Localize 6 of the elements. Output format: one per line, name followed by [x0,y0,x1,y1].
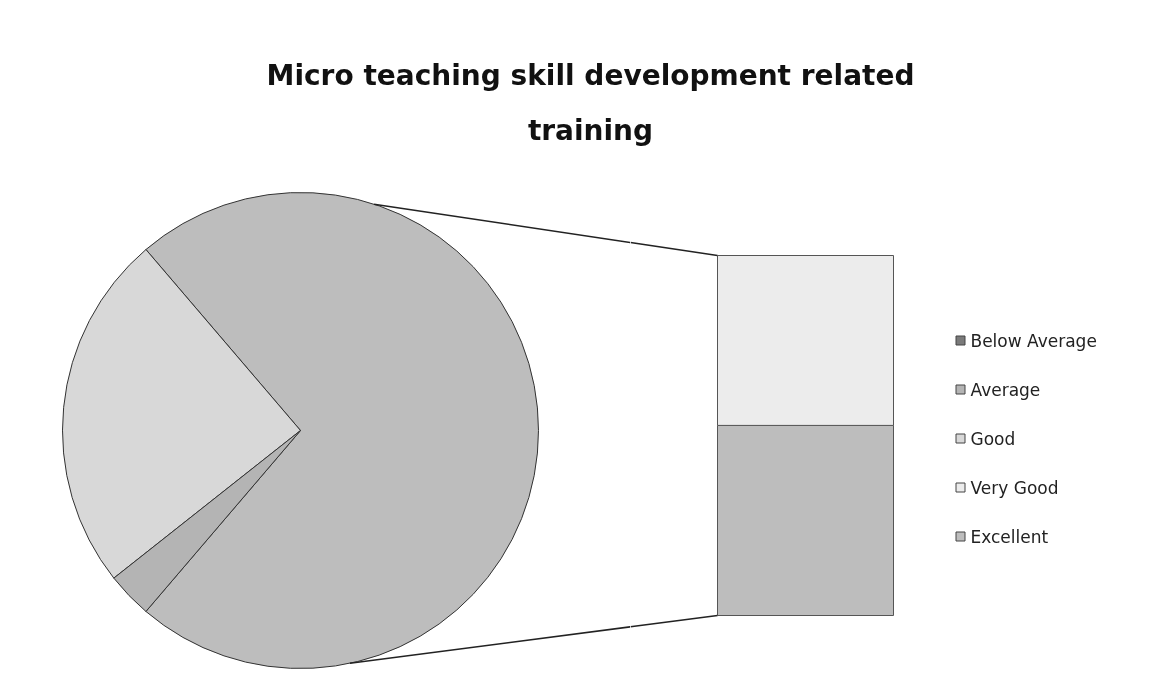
legend-label: Good [970,428,1016,449]
text: Excellent [970,526,1049,547]
legend-label: Average [970,379,1041,400]
legend-label: Very Good [970,477,1059,498]
legend-label: Below Average [970,330,1097,351]
chart-title: Micro teaching skill development related training [266,59,915,147]
